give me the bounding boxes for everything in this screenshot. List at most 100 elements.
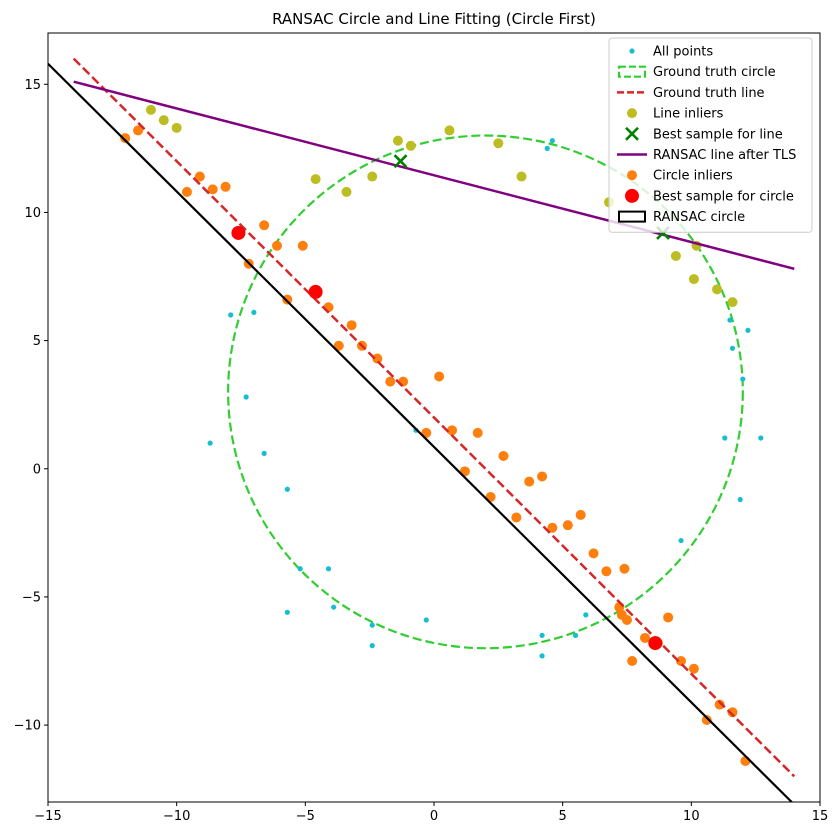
x-stroke xyxy=(393,154,408,169)
circle-inlier-point xyxy=(676,656,687,667)
legend-entry: Line inliers xyxy=(627,107,724,122)
line-inlier-point xyxy=(670,251,681,262)
circle-inlier-point xyxy=(259,220,270,231)
circle-inlier-point xyxy=(181,186,192,197)
y-tick-label: −10 xyxy=(14,719,41,734)
all-point xyxy=(740,376,746,382)
circle-inlier-point xyxy=(727,707,738,718)
all-point xyxy=(284,486,290,492)
legend-label: RANSAC line after TLS xyxy=(653,148,796,163)
legend-marker xyxy=(617,65,647,78)
legend-box xyxy=(608,37,813,233)
all-point xyxy=(325,566,332,572)
circle-inlier-point xyxy=(663,612,674,623)
all-point xyxy=(678,537,684,544)
legend-label: Best sample for line xyxy=(653,127,783,142)
line-inlier-point xyxy=(712,284,723,295)
circle-inlier-point xyxy=(511,512,522,523)
y-tick-label: −5 xyxy=(22,590,41,605)
x-tick-label: −5 xyxy=(296,809,315,824)
legend-marker xyxy=(625,126,639,141)
line-inlier-point xyxy=(341,186,352,197)
all-point xyxy=(243,394,249,400)
circle-inlier-point xyxy=(627,656,638,667)
x-tick-label: 5 xyxy=(559,809,567,824)
circle-inlier-point xyxy=(372,353,383,364)
legend-entry: RANSAC line after TLS xyxy=(617,148,796,163)
circle-inlier-point xyxy=(601,566,612,577)
legend-label: RANSAC circle xyxy=(653,210,745,225)
legend-marker xyxy=(627,170,637,181)
best-sample-line-marker xyxy=(393,154,408,169)
y-tick-label: 10 xyxy=(24,206,41,221)
line-inlier-point xyxy=(171,122,182,133)
all-point xyxy=(284,609,290,615)
legend-marker xyxy=(625,188,639,203)
all-point xyxy=(758,435,764,441)
circle-inlier-point xyxy=(207,184,218,195)
line-inlier-point xyxy=(310,174,321,185)
circle-inlier-point xyxy=(619,563,630,574)
legend-entry: All points xyxy=(629,45,713,60)
best-sample-circle-point xyxy=(308,284,323,299)
line-inlier-point xyxy=(727,297,738,308)
all-point xyxy=(297,566,303,572)
legend-label: Ground truth circle xyxy=(653,65,776,80)
line-inlier-point xyxy=(158,115,169,126)
y-tick-label: 15 xyxy=(24,78,41,93)
legend-entry: RANSAC circle xyxy=(618,210,745,225)
line-inlier-point xyxy=(405,140,416,151)
circle-inlier-point xyxy=(588,548,599,559)
line-inlier-point xyxy=(516,171,527,182)
line-inlier-point xyxy=(367,171,378,182)
chart-title: RANSAC Circle and Line Fitting (Circle F… xyxy=(272,10,596,28)
circle-inlier-point xyxy=(575,509,586,520)
plot-area xyxy=(48,57,796,802)
all-point xyxy=(228,312,234,318)
legend-label: Circle inliers xyxy=(653,169,733,184)
legend-label: Ground truth line xyxy=(653,86,765,101)
all-point xyxy=(207,440,213,446)
circle-inlier-point xyxy=(547,522,558,533)
line-inlier-point xyxy=(688,274,699,285)
legend-entry: Circle inliers xyxy=(627,169,733,184)
ground-truth-circle xyxy=(227,134,744,650)
legend-entry: Best sample for circle xyxy=(625,188,794,204)
legend-entry: Ground truth line xyxy=(617,86,765,101)
circle-inlier-point xyxy=(447,425,458,436)
all-point xyxy=(737,496,743,503)
x-tick-label: −15 xyxy=(34,809,61,824)
best-sample-circle-point xyxy=(231,225,246,240)
circle-inlier-point xyxy=(640,632,651,643)
line-inlier-point xyxy=(145,104,156,115)
legend-marker xyxy=(627,108,637,119)
all-point xyxy=(572,632,579,638)
circle-inlier-point xyxy=(194,171,205,182)
all-point xyxy=(729,345,736,351)
legend-label: All points xyxy=(653,45,713,60)
circle-inlier-point xyxy=(701,714,712,725)
all-point xyxy=(369,622,375,628)
all-point xyxy=(261,450,267,456)
line-inlier-point xyxy=(493,138,504,149)
all-point xyxy=(544,145,550,151)
circle-inlier-point xyxy=(472,427,483,438)
circle-inlier-point xyxy=(133,125,144,136)
y-tick-label: 0 xyxy=(33,462,41,477)
circle-inlier-point xyxy=(272,240,283,251)
circle-inlier-point xyxy=(562,520,573,531)
ransac-circle-fit xyxy=(48,62,793,802)
all-point xyxy=(583,612,589,618)
x-tick-label: 10 xyxy=(683,809,700,824)
all-point xyxy=(727,317,733,323)
legend-label: Best sample for circle xyxy=(653,189,794,204)
line-inlier-point xyxy=(392,135,403,146)
circle-inlier-point xyxy=(120,133,131,144)
circle-inlier-point xyxy=(282,294,293,305)
circle-inlier-point xyxy=(537,471,548,482)
ransac-line-tls xyxy=(73,80,795,271)
circle-inlier-point xyxy=(622,615,632,626)
all-point xyxy=(722,435,728,441)
